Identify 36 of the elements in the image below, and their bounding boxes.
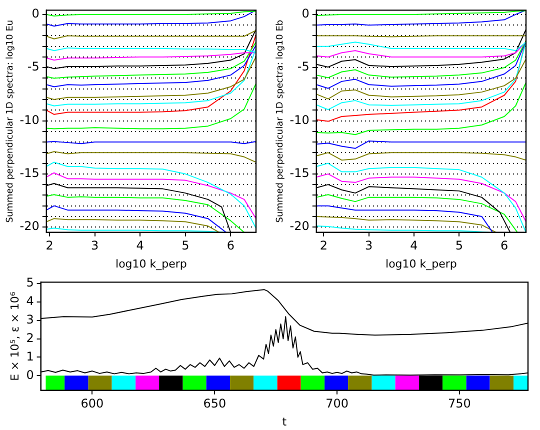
x-tick-label: 700 <box>326 396 349 411</box>
x-tick-label: 4 <box>410 238 418 253</box>
x-tick-label: 5 <box>455 238 463 253</box>
x-tick-label: 600 <box>80 396 104 411</box>
y-tick-label: 0 <box>302 6 310 21</box>
x-tick-label: 3 <box>91 238 99 253</box>
y-tick-label: -20 <box>20 219 40 234</box>
x-tick-label: 750 <box>448 396 471 411</box>
y-axis-title: Summed perpendicular 1D spectra: log10 Eb <box>276 20 286 223</box>
x-tick-label: 6 <box>226 238 234 253</box>
x-tick-label: 2 <box>46 238 54 253</box>
y-tick-label: -20 <box>290 219 310 234</box>
x-tick-label: 6 <box>500 238 508 253</box>
y-tick-label: 0 <box>26 368 34 382</box>
x-axis-title: log10 k_perp <box>386 257 457 270</box>
x-tick-label: 3 <box>364 238 373 253</box>
y-axis-title: E × 10⁵, ε × 10⁶ <box>8 291 22 381</box>
x-tick-label: 4 <box>136 238 144 253</box>
y-tick-label: -10 <box>20 112 40 127</box>
x-axis-title: t <box>282 415 288 428</box>
y-tick-label: -10 <box>290 112 310 127</box>
y-tick-label: -5 <box>297 60 310 74</box>
y-tick-label: 3 <box>26 312 34 326</box>
y-tick-label: -5 <box>27 60 40 74</box>
y-tick-label: 2 <box>26 330 34 345</box>
y-tick-label: 0 <box>32 6 40 21</box>
x-axis-title: log10 k_perp <box>116 257 187 270</box>
y-tick-label: 5 <box>26 276 34 290</box>
y-axis-title: Summed perpendicular 1D spectra: log10 Eu <box>6 20 16 223</box>
x-tick-label: 5 <box>182 238 190 253</box>
y-tick-label: -15 <box>290 166 310 180</box>
y-tick-label: 4 <box>26 294 34 308</box>
x-tick-label: 650 <box>203 396 226 411</box>
y-tick-label: 1 <box>26 349 34 364</box>
x-tick-label: 2 <box>320 238 328 253</box>
y-tick-label: -15 <box>20 166 40 180</box>
